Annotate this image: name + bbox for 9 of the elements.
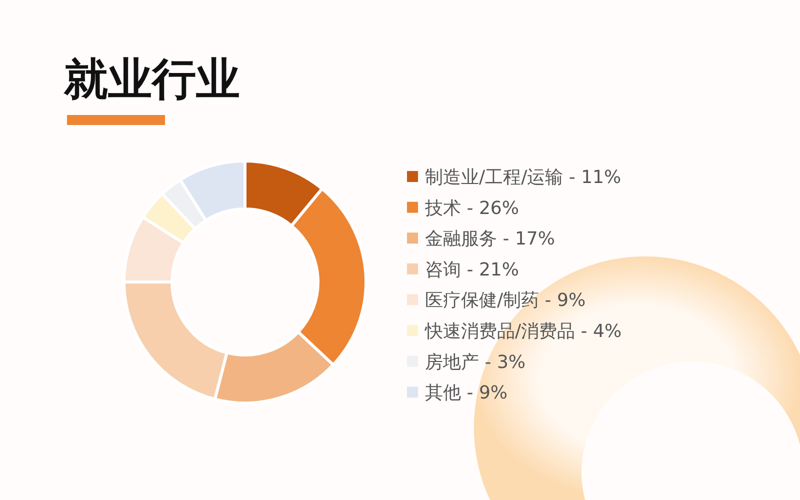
chart-title: 就业行业	[63, 54, 240, 105]
legend-label: 咨询 - 21%	[425, 259, 519, 280]
legend-label: 其他 - 9%	[425, 382, 508, 404]
legend-label: 医疗保健/制药 - 9%	[425, 290, 586, 312]
legend-label: 金融服务 - 17%	[425, 228, 555, 250]
legend-label: 技术 - 26%	[424, 198, 519, 219]
legend-label: 制造业/工程/运输 - 11%	[425, 167, 622, 188]
legend-label: 房地产 - 3%	[425, 352, 526, 373]
legend-label: 快速消费品/消费品 - 4%	[424, 321, 622, 342]
